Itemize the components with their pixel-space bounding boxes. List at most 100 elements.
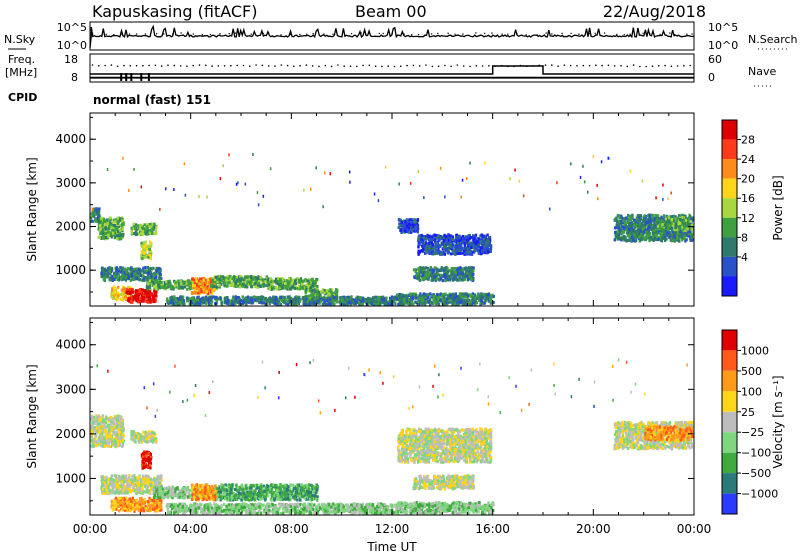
echo-cell <box>464 271 467 275</box>
echo-cell <box>130 300 133 303</box>
echo-cell <box>444 279 447 283</box>
echo-cell <box>138 288 141 292</box>
echo-cell <box>340 299 343 303</box>
echo-cell <box>158 266 161 270</box>
echo-cell <box>428 247 431 251</box>
echo-cell <box>95 220 98 223</box>
echo-cell <box>313 283 317 287</box>
echo-cell <box>333 302 336 306</box>
echo-cell <box>273 298 276 302</box>
echo-cell <box>118 231 121 235</box>
echo-cell <box>191 291 194 295</box>
echo-cell <box>631 226 634 230</box>
echo-cell <box>165 282 169 286</box>
echo-cell <box>394 298 397 302</box>
echo-cell <box>441 298 444 302</box>
echo-cell <box>418 234 422 238</box>
echo-cell <box>431 237 434 241</box>
echo-cell <box>629 215 633 219</box>
echo-cell <box>113 272 116 276</box>
echo-cell <box>99 227 102 231</box>
noise-search-dot <box>417 34 420 36</box>
echo-cell <box>398 225 401 229</box>
echo-cell <box>139 292 142 296</box>
echo-cell <box>445 239 448 243</box>
echo-cell <box>178 281 182 285</box>
echo-cell <box>420 266 423 270</box>
echo-cell <box>201 281 204 285</box>
echo-cell <box>468 272 471 276</box>
echo-cell <box>652 223 656 227</box>
echo-cell <box>299 285 303 289</box>
echo-cell <box>319 290 322 294</box>
echo-cell <box>417 267 420 271</box>
echo-cell <box>121 219 124 223</box>
echo-cell <box>134 223 138 227</box>
echo-cell <box>451 278 455 282</box>
echo-cell <box>478 239 481 243</box>
nave-dot <box>129 65 132 67</box>
echo-cell <box>449 294 452 298</box>
echo-cell <box>489 297 492 301</box>
echo-cell <box>106 221 109 225</box>
echo-cell <box>198 302 202 306</box>
echo-cell <box>248 298 252 302</box>
nave-dot <box>91 64 94 66</box>
echo-cell <box>180 285 183 289</box>
noise-search-dot <box>163 33 165 35</box>
echo-cell <box>461 274 464 277</box>
echo-cell <box>239 281 242 285</box>
echo-cell <box>468 275 471 279</box>
noise-search-dot <box>323 33 325 35</box>
echo-cell <box>130 266 133 270</box>
echo-cell <box>158 276 161 280</box>
echo-cell <box>246 280 249 284</box>
echo-cell <box>211 289 214 293</box>
echo-cell <box>453 296 457 300</box>
echo-cell <box>444 268 447 272</box>
nave-dot <box>154 64 157 67</box>
echo-cell <box>628 237 631 241</box>
echo-cell <box>146 300 150 304</box>
nave-dot <box>651 65 654 67</box>
echo-cell <box>483 247 486 251</box>
echo-cell <box>429 302 432 306</box>
echo-cell <box>410 226 413 230</box>
nave-dot <box>330 65 333 68</box>
echo-cell <box>403 228 406 232</box>
echo-cell <box>273 302 276 306</box>
echo-cell <box>646 222 650 226</box>
echo-cell <box>448 240 452 244</box>
echo-cell <box>454 267 458 271</box>
echo-cell <box>431 270 434 274</box>
echo-cell <box>328 299 331 303</box>
echo-cell <box>240 299 243 302</box>
echo-cell <box>110 269 113 273</box>
echo-cell <box>197 279 200 283</box>
echo-cell <box>209 280 212 284</box>
echo-cell <box>111 276 114 280</box>
echo-cell <box>150 271 153 275</box>
echo-cell <box>327 292 330 296</box>
echo-cell <box>460 241 464 245</box>
echo-cell <box>117 273 121 277</box>
echo-cell <box>136 291 139 295</box>
echo-cell <box>444 248 447 252</box>
echo-cell <box>130 274 134 278</box>
echo-cell <box>425 294 428 298</box>
echo-cell <box>490 295 493 299</box>
echo-cell <box>231 299 234 303</box>
noise-search-dot <box>192 33 194 35</box>
echo-cell <box>430 241 433 245</box>
echo-cell <box>150 267 153 271</box>
echo-cell <box>223 299 227 302</box>
echo-cell <box>416 229 419 233</box>
echo-cell <box>131 288 134 291</box>
echo-cell <box>135 299 138 303</box>
echo-cell <box>455 243 458 247</box>
echo-cell <box>309 281 312 285</box>
echo-cell <box>419 249 423 253</box>
echo-cell <box>257 275 260 279</box>
echo-cell <box>146 277 149 281</box>
echo-cell <box>477 298 481 302</box>
